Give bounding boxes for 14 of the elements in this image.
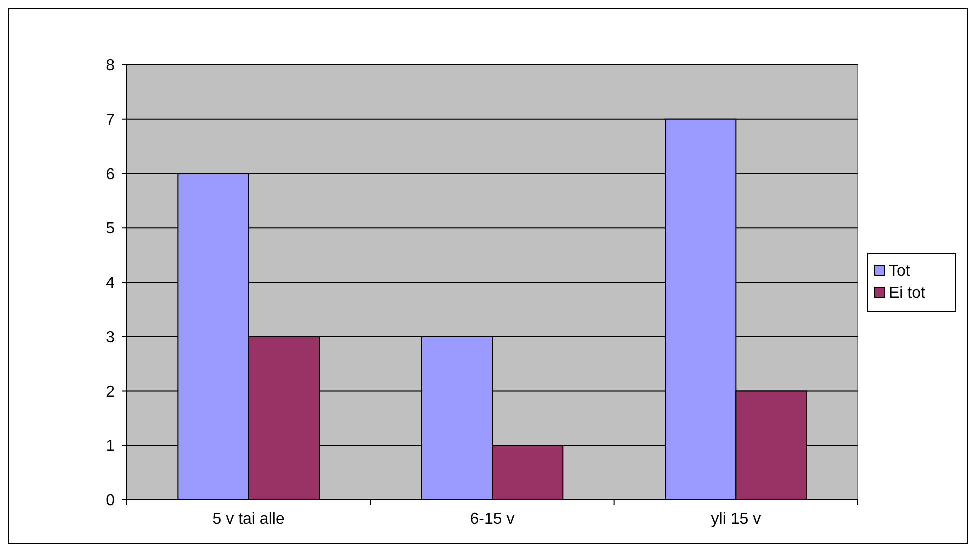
y-tick-label: 3 (106, 329, 116, 346)
x-tick-label: yli 15 v (711, 511, 762, 528)
y-tick-label: 1 (106, 438, 116, 456)
y-tick-label: 7 (106, 112, 116, 129)
x-tick-label: 6-15 v (470, 511, 515, 528)
y-tick-label: 6 (106, 166, 116, 184)
legend-label: Ei tot (889, 285, 926, 302)
x-tick-label: 5 v tai alle (212, 511, 285, 528)
y-tick-label: 2 (106, 384, 116, 401)
y-tick-label: 8 (106, 58, 116, 75)
y-tick-label: 5 (106, 220, 116, 238)
y-tick-label: 4 (106, 275, 116, 292)
legend-label: Tot (889, 263, 911, 280)
y-tick-label: 0 (106, 492, 116, 510)
